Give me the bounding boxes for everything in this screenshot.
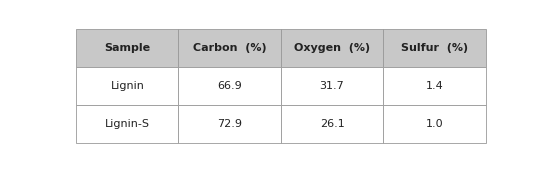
Text: 72.9: 72.9 [217, 119, 242, 129]
Text: 26.1: 26.1 [319, 119, 344, 129]
Text: Sulfur  (%): Sulfur (%) [401, 43, 468, 53]
Text: Carbon  (%): Carbon (%) [193, 43, 266, 53]
Bar [76, 105, 179, 143]
Bar [281, 105, 383, 143]
Text: Lignin: Lignin [110, 81, 144, 91]
Bar [76, 29, 179, 67]
Bar [383, 29, 486, 67]
Bar [383, 67, 486, 105]
Bar [179, 67, 281, 105]
Text: 1.0: 1.0 [426, 119, 443, 129]
Text: Oxygen  (%): Oxygen (%) [294, 43, 370, 53]
Text: Sample: Sample [104, 43, 150, 53]
Bar [281, 29, 383, 67]
Bar [383, 105, 486, 143]
Bar [281, 67, 383, 105]
Bar [179, 29, 281, 67]
Text: 31.7: 31.7 [319, 81, 344, 91]
Text: Lignin-S: Lignin-S [105, 119, 150, 129]
Text: 66.9: 66.9 [218, 81, 242, 91]
Bar [76, 67, 179, 105]
Text: 1.4: 1.4 [425, 81, 443, 91]
Bar [179, 105, 281, 143]
